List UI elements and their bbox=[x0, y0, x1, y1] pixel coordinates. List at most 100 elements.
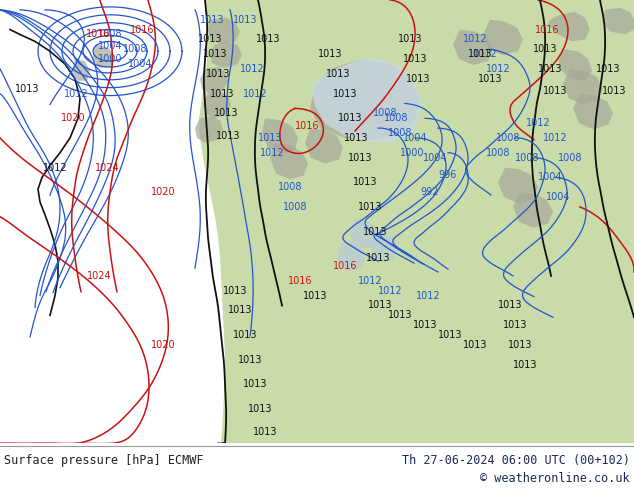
Text: 1013: 1013 bbox=[368, 300, 392, 311]
Text: 1013: 1013 bbox=[388, 310, 412, 320]
Text: 1016: 1016 bbox=[534, 24, 559, 35]
Polygon shape bbox=[350, 219, 378, 248]
Text: 1012: 1012 bbox=[473, 49, 497, 59]
Text: 1008: 1008 bbox=[123, 44, 147, 54]
Text: 1013: 1013 bbox=[318, 49, 342, 59]
Text: 1012: 1012 bbox=[260, 148, 284, 158]
Text: 1008: 1008 bbox=[98, 29, 122, 40]
Text: 1012: 1012 bbox=[63, 89, 88, 98]
Text: 1013: 1013 bbox=[233, 15, 257, 24]
Text: 1013: 1013 bbox=[338, 113, 362, 123]
Text: 1012: 1012 bbox=[463, 34, 488, 45]
Text: 1013: 1013 bbox=[406, 74, 430, 84]
Text: 1013: 1013 bbox=[543, 86, 567, 96]
Text: 1008: 1008 bbox=[515, 153, 540, 163]
Text: 1012: 1012 bbox=[486, 64, 510, 74]
Text: 1013: 1013 bbox=[363, 226, 387, 237]
Text: 1013: 1013 bbox=[513, 360, 537, 369]
Text: 1013: 1013 bbox=[503, 320, 527, 330]
Text: 1012: 1012 bbox=[42, 163, 67, 172]
Polygon shape bbox=[199, 0, 634, 443]
Polygon shape bbox=[210, 41, 242, 68]
Text: 1016: 1016 bbox=[86, 29, 110, 40]
Text: 1008: 1008 bbox=[558, 153, 582, 163]
Text: 1013: 1013 bbox=[344, 133, 368, 143]
Polygon shape bbox=[602, 8, 634, 34]
Text: 1013: 1013 bbox=[538, 64, 562, 74]
Text: 1013: 1013 bbox=[248, 404, 272, 414]
Text: 1004: 1004 bbox=[546, 192, 570, 202]
Text: 1012: 1012 bbox=[240, 64, 264, 74]
Text: Surface pressure [hPa] ECMWF: Surface pressure [hPa] ECMWF bbox=[4, 454, 204, 467]
Text: 1012: 1012 bbox=[526, 118, 550, 128]
Text: 1013: 1013 bbox=[333, 89, 357, 98]
Text: 1013: 1013 bbox=[403, 54, 427, 64]
Text: 1013: 1013 bbox=[258, 133, 282, 143]
Text: 1016: 1016 bbox=[130, 24, 154, 35]
Polygon shape bbox=[548, 12, 590, 41]
Polygon shape bbox=[573, 94, 613, 129]
Text: 1013: 1013 bbox=[214, 108, 238, 118]
Text: 1008: 1008 bbox=[373, 108, 398, 118]
Text: 1013: 1013 bbox=[413, 320, 437, 330]
Text: 1013: 1013 bbox=[198, 34, 223, 45]
Text: 1013: 1013 bbox=[210, 89, 234, 98]
Text: 1012: 1012 bbox=[243, 89, 268, 98]
Text: 1004: 1004 bbox=[127, 59, 152, 69]
Polygon shape bbox=[92, 44, 115, 68]
Text: 1020: 1020 bbox=[151, 187, 176, 197]
Polygon shape bbox=[200, 67, 228, 94]
Polygon shape bbox=[558, 49, 592, 81]
Polygon shape bbox=[310, 59, 420, 140]
Polygon shape bbox=[337, 242, 365, 271]
Text: 1016: 1016 bbox=[295, 121, 320, 131]
Text: 1000: 1000 bbox=[400, 148, 424, 158]
Text: 1008: 1008 bbox=[496, 133, 521, 143]
Polygon shape bbox=[498, 168, 538, 203]
Polygon shape bbox=[483, 20, 523, 55]
Text: 1013: 1013 bbox=[366, 253, 391, 263]
Text: 1008: 1008 bbox=[384, 113, 408, 123]
Text: 1013: 1013 bbox=[238, 355, 262, 365]
Text: 1012: 1012 bbox=[358, 276, 382, 286]
Polygon shape bbox=[203, 92, 231, 118]
Polygon shape bbox=[453, 29, 493, 65]
Text: 1013: 1013 bbox=[216, 131, 240, 141]
Text: 1000: 1000 bbox=[98, 54, 122, 64]
Text: 1013: 1013 bbox=[468, 49, 492, 59]
Text: 1013: 1013 bbox=[253, 427, 277, 437]
Text: 1013: 1013 bbox=[498, 300, 522, 311]
Text: 1013: 1013 bbox=[358, 202, 382, 212]
Text: 1020: 1020 bbox=[61, 113, 86, 123]
Text: 1008: 1008 bbox=[278, 182, 302, 192]
Text: 1013: 1013 bbox=[326, 69, 350, 79]
Text: 1013: 1013 bbox=[203, 49, 227, 59]
Text: 992: 992 bbox=[421, 187, 439, 197]
Text: 1013: 1013 bbox=[398, 34, 422, 45]
Text: 1016: 1016 bbox=[288, 276, 313, 286]
Text: 1013: 1013 bbox=[228, 305, 252, 316]
Text: 1020: 1020 bbox=[151, 340, 176, 350]
Polygon shape bbox=[312, 59, 422, 143]
Polygon shape bbox=[513, 192, 553, 228]
Text: 1013: 1013 bbox=[602, 86, 626, 96]
Polygon shape bbox=[563, 69, 603, 104]
Polygon shape bbox=[72, 59, 90, 81]
Text: 1013: 1013 bbox=[463, 340, 488, 350]
Text: 1004: 1004 bbox=[98, 41, 122, 51]
Text: 1013: 1013 bbox=[353, 177, 377, 187]
Text: Th 27-06-2024 06:00 UTC (00+102): Th 27-06-2024 06:00 UTC (00+102) bbox=[402, 454, 630, 467]
Text: 1013: 1013 bbox=[206, 69, 230, 79]
Text: 1013: 1013 bbox=[243, 379, 268, 390]
Text: 1012: 1012 bbox=[543, 133, 567, 143]
Text: 1008: 1008 bbox=[486, 148, 510, 158]
Text: 1008: 1008 bbox=[388, 128, 412, 138]
Polygon shape bbox=[208, 18, 240, 44]
Polygon shape bbox=[270, 143, 308, 179]
Text: 1004: 1004 bbox=[423, 153, 447, 163]
Text: 1013: 1013 bbox=[596, 64, 620, 74]
Text: 1013: 1013 bbox=[256, 34, 280, 45]
Text: 1013: 1013 bbox=[348, 153, 372, 163]
Text: 1013: 1013 bbox=[303, 291, 327, 301]
Text: 1004: 1004 bbox=[538, 172, 562, 182]
